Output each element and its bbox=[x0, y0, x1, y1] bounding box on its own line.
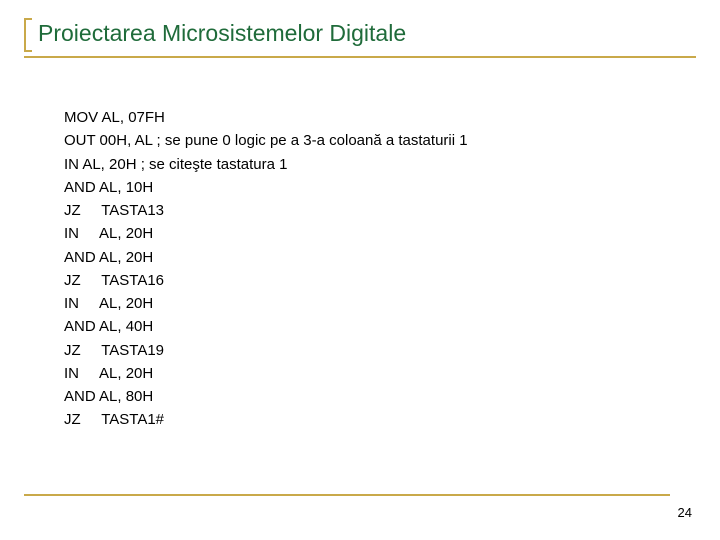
code-line: IN AL, 20H bbox=[64, 362, 696, 385]
slide: Proiectarea Microsistemelor Digitale MOV… bbox=[0, 0, 720, 540]
title-accent-bracket bbox=[24, 18, 32, 52]
code-line: JZ TASTA13 bbox=[64, 199, 696, 222]
code-line: AND AL, 80H bbox=[64, 385, 696, 408]
title-underline bbox=[24, 56, 696, 58]
code-line: JZ TASTA19 bbox=[64, 339, 696, 362]
code-block: MOV AL, 07FH OUT 00H, AL ; se pune 0 log… bbox=[64, 106, 696, 432]
code-line: MOV AL, 07FH bbox=[64, 106, 696, 129]
page-number: 24 bbox=[678, 505, 692, 520]
code-line: AND AL, 40H bbox=[64, 315, 696, 338]
title-block: Proiectarea Microsistemelor Digitale bbox=[24, 18, 696, 52]
code-line: OUT 00H, AL ; se pune 0 logic pe a 3-a c… bbox=[64, 129, 696, 152]
code-line: AND AL, 10H bbox=[64, 176, 696, 199]
bottom-rule bbox=[24, 494, 670, 496]
code-line: AND AL, 20H bbox=[64, 246, 696, 269]
code-line: IN AL, 20H bbox=[64, 222, 696, 245]
code-line: JZ TASTA16 bbox=[64, 269, 696, 292]
slide-title: Proiectarea Microsistemelor Digitale bbox=[38, 18, 696, 52]
code-line: IN AL, 20H bbox=[64, 292, 696, 315]
code-line: IN AL, 20H ; se citeşte tastatura 1 bbox=[64, 153, 696, 176]
code-line: JZ TASTA1# bbox=[64, 408, 696, 431]
